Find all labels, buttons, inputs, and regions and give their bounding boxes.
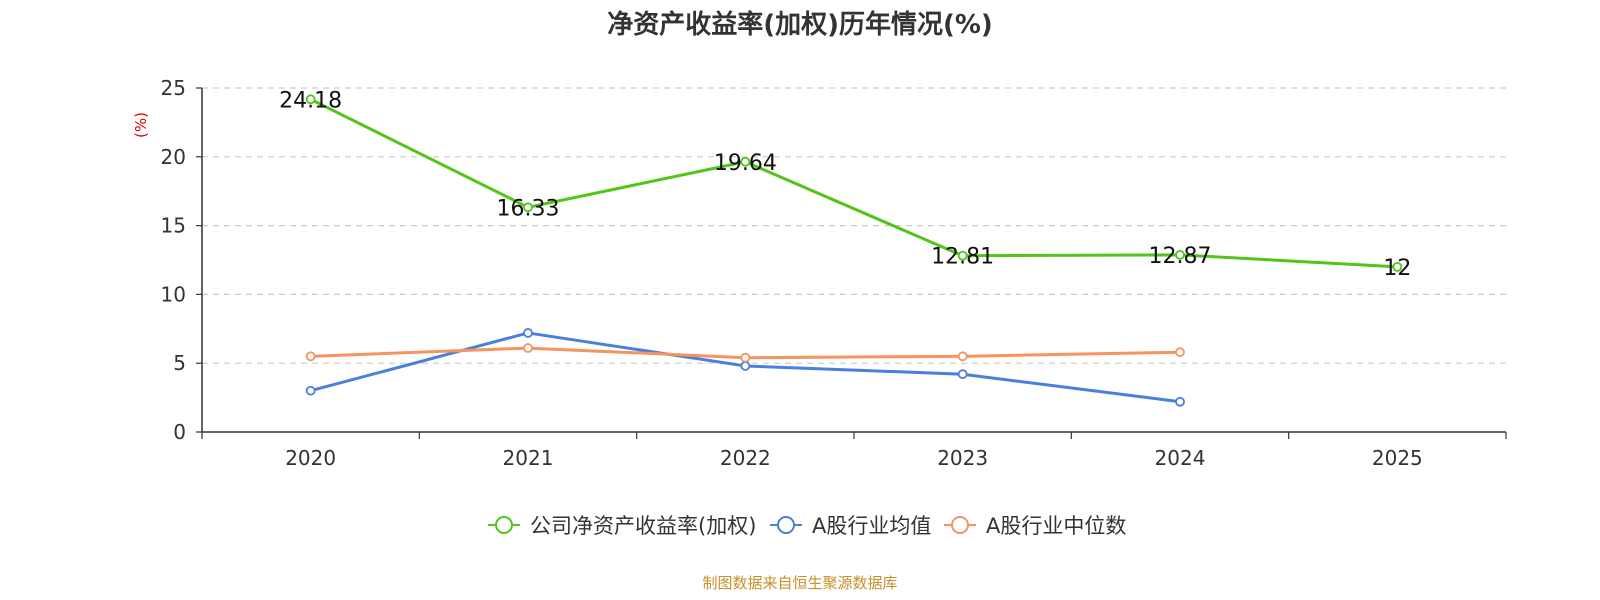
y-tick-label-5: 5 [173,351,186,375]
point-s2-2024 [1175,347,1185,358]
x-tick-label-2024: 2024 [1155,446,1206,470]
legend: 公司净资产收益率(加权) A股行业均值 A股行业中位数 [488,514,1126,538]
y-tick-label-0: 0 [173,420,186,444]
y-tick-label-10: 10 [161,282,186,306]
point-s0-2023 [957,250,968,261]
legend-marker-1 [777,516,795,534]
data-label-s0-2023: 12.81 [931,245,994,270]
point-s0-2024 [1175,250,1185,260]
y-tick-label-20: 20 [161,145,186,169]
y-tick-label-25: 25 [161,76,186,100]
y-tick-label-15: 15 [161,214,186,238]
gridlines [202,87,1506,364]
legend-marker-2 [951,516,969,534]
x-tick-label-2022: 2022 [720,446,771,470]
point-s0-2021 [523,202,533,213]
chart-title: 净资产收益率(加权)历年情况(%) [607,9,993,40]
data-label-s0-2021: 16.33 [497,196,560,221]
data-label-s0-2024: 12.87 [1149,244,1212,269]
data-label-s0-2022: 19.64 [714,151,777,176]
point-s2-2023 [957,351,968,362]
x-tick-label-2025: 2025 [1372,446,1423,470]
x-tick-label-2020: 2020 [285,446,336,470]
point-s0-2022 [740,156,751,167]
series-layer [305,94,1403,407]
point-s2-2021 [523,343,533,353]
point-s2-2020 [305,351,316,362]
x-tick-label-2021: 2021 [503,446,554,470]
legend-label-0: 公司净资产收益率(加权) [530,514,756,538]
point-s1-2021 [523,328,533,338]
point-s1-2024 [1175,396,1185,407]
x-tick-label-2023: 2023 [937,446,988,470]
legend-marker-0 [495,516,513,534]
series-line-0 [309,97,1398,269]
y-axis-label: (%) [132,112,150,138]
legend-label-2: A股行业中位数 [986,514,1126,538]
point-s1-2022 [740,361,751,371]
point-s2-2022 [740,352,751,363]
data-label-s0-2020: 24.18 [279,88,342,113]
source-note: 制图数据来自恒生聚源数据库 [702,574,897,592]
point-s1-2023 [957,369,968,380]
data-label-s0-2025: 12 [1383,256,1411,281]
data-labels: 24.18 16.33 19.64 12.81 12.87 12 [279,88,1411,281]
point-s0-2020 [305,94,316,105]
legend-label-1: A股行业均值 [812,514,931,538]
point-s0-2025 [1392,261,1403,272]
point-s1-2020 [305,385,316,396]
